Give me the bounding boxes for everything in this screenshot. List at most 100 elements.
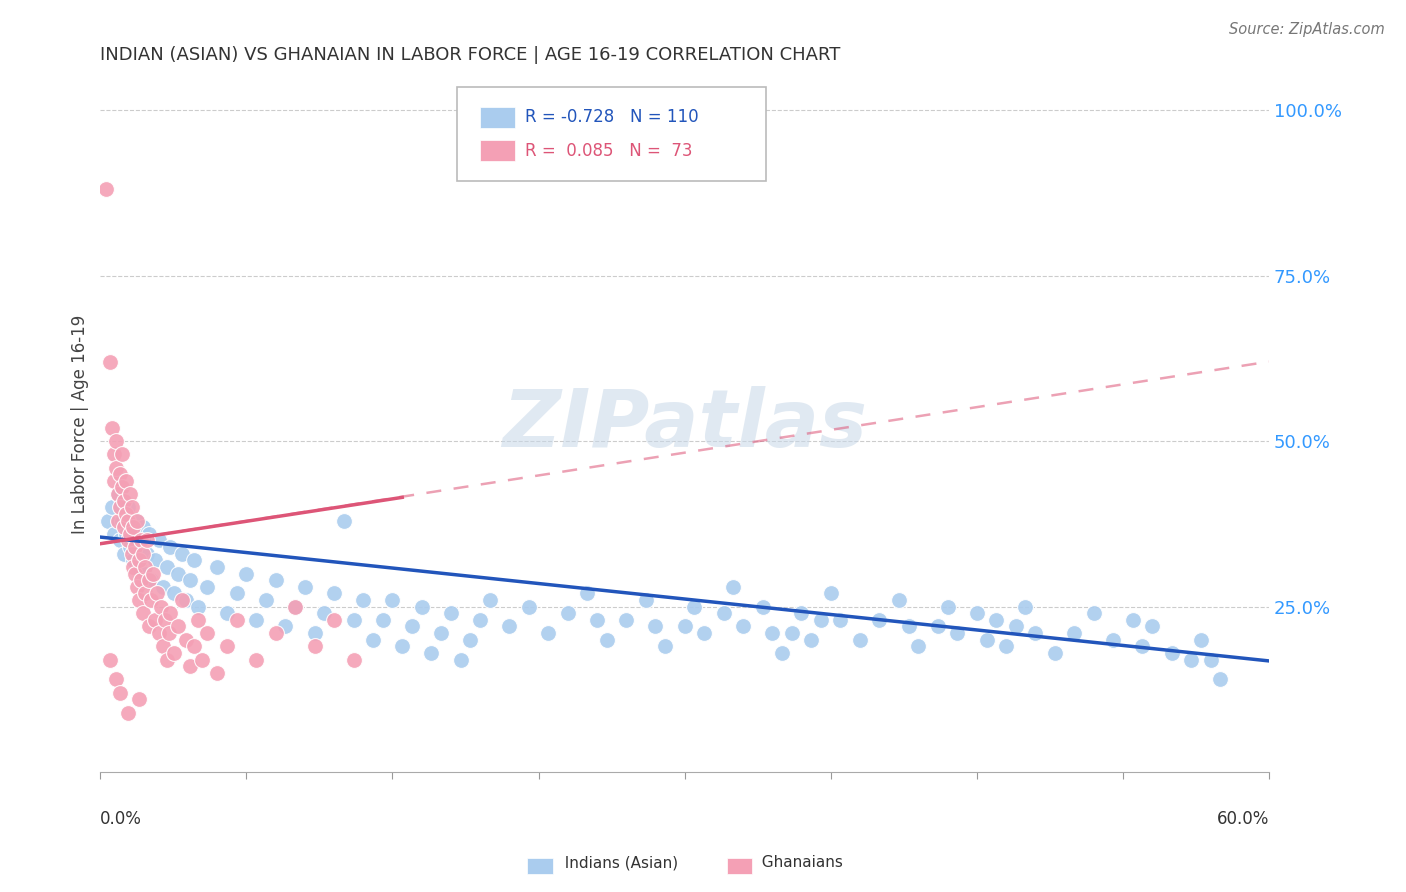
Point (136, 547, 159, 561)
Point (122, 560, 145, 574)
Point (614, 613, 637, 627)
Point (111, 447, 134, 461)
Point (108, 467, 131, 482)
Point (215, 640, 238, 654)
Point (129, 540, 152, 554)
Point (197, 580, 219, 594)
Point (468, 613, 491, 627)
Point (114, 526, 136, 541)
Point (683, 599, 706, 614)
Point (907, 640, 929, 654)
Point (138, 526, 160, 541)
Point (183, 553, 205, 567)
Point (114, 507, 136, 521)
Point (118, 526, 141, 541)
Point (121, 500, 143, 515)
Point (108, 500, 131, 515)
Point (1014, 599, 1036, 614)
Point (352, 593, 374, 607)
Point (391, 640, 413, 654)
Point (1122, 613, 1144, 627)
Point (810, 613, 832, 627)
FancyBboxPatch shape (457, 87, 766, 181)
Point (693, 626, 716, 640)
Point (478, 593, 501, 607)
Text: ZIPatlas: ZIPatlas (502, 385, 868, 464)
Point (1083, 606, 1105, 620)
Point (713, 606, 735, 620)
Point (323, 586, 346, 600)
Point (245, 613, 267, 627)
Point (134, 586, 156, 600)
Point (264, 626, 287, 640)
Point (897, 619, 920, 633)
Text: R =  0.085   N =  73: R = 0.085 N = 73 (524, 142, 692, 160)
Point (143, 613, 166, 627)
Point (104, 673, 127, 687)
Point (111, 480, 134, 494)
Point (1209, 673, 1232, 687)
Point (107, 487, 129, 501)
Point (946, 626, 969, 640)
Point (197, 626, 219, 640)
Point (122, 553, 145, 567)
Point (103, 447, 125, 461)
Point (152, 580, 174, 594)
Text: R = -0.728   N = 110: R = -0.728 N = 110 (524, 108, 699, 126)
Point (174, 593, 197, 607)
Point (731, 619, 754, 633)
Point (104, 434, 127, 448)
Point (205, 560, 228, 574)
Point (1180, 652, 1202, 666)
Point (101, 421, 124, 435)
Point (111, 514, 134, 528)
Point (673, 619, 696, 633)
Point (128, 553, 150, 567)
Point (149, 599, 172, 614)
Point (274, 619, 297, 633)
Point (124, 566, 146, 581)
Point (1160, 646, 1182, 660)
Point (172, 547, 194, 561)
Point (187, 613, 209, 627)
Point (127, 514, 149, 528)
Point (284, 599, 307, 614)
Point (401, 619, 423, 633)
Point (576, 586, 599, 600)
Point (420, 646, 443, 660)
Point (146, 586, 169, 600)
Point (927, 619, 949, 633)
Point (167, 566, 190, 581)
Point (995, 640, 1018, 654)
Point (124, 533, 146, 548)
Point (127, 514, 149, 528)
Point (361, 632, 384, 647)
Point (557, 606, 579, 620)
Point (148, 626, 170, 640)
Point (1024, 626, 1046, 640)
Point (440, 606, 463, 620)
Point (304, 640, 326, 654)
Point (155, 652, 177, 666)
Point (152, 640, 174, 654)
Point (294, 580, 316, 594)
Point (129, 533, 152, 548)
Point (381, 593, 404, 607)
Point (134, 566, 156, 581)
Point (136, 533, 159, 548)
Point (314, 606, 336, 620)
Point (586, 613, 609, 627)
Point (118, 487, 141, 501)
Text: Ghanaians: Ghanaians (752, 855, 844, 870)
Point (976, 632, 998, 647)
Point (225, 586, 247, 600)
Point (117, 533, 139, 548)
Point (183, 640, 205, 654)
Point (1043, 646, 1066, 660)
Point (887, 593, 910, 607)
Point (517, 599, 540, 614)
Point (103, 474, 125, 488)
Point (342, 613, 364, 627)
Point (117, 706, 139, 720)
Point (1004, 619, 1026, 633)
